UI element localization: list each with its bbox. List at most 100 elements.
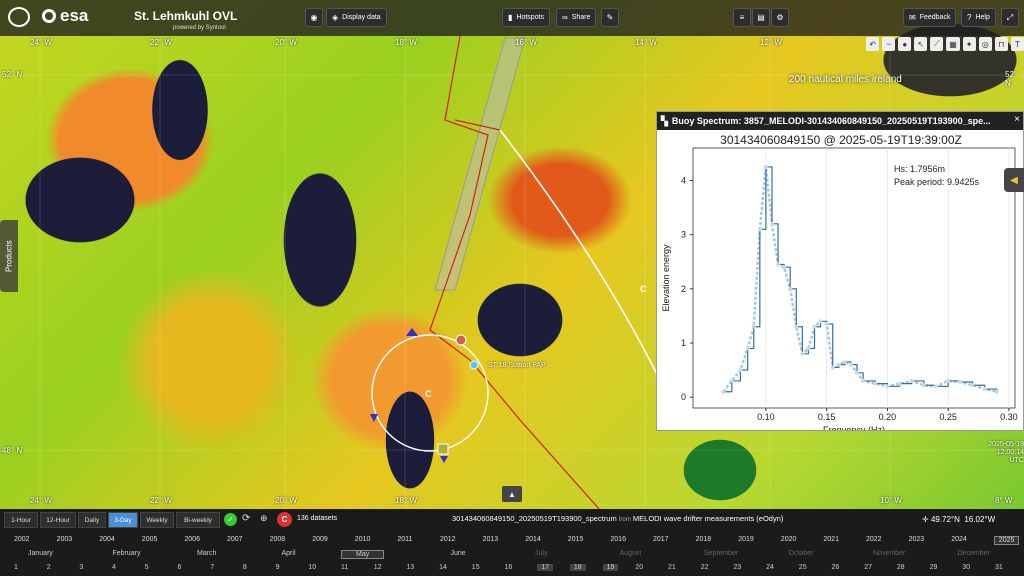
share-button[interactable]: ∞ Share xyxy=(556,8,597,27)
month-december[interactable]: December xyxy=(957,550,990,557)
month-july[interactable]: July xyxy=(535,550,548,557)
panel-header[interactable]: ▚ Buoy Spectrum: 3857_MELODI-301434060849… xyxy=(657,112,1023,130)
day-3[interactable]: 3 xyxy=(79,564,84,571)
display-data-button[interactable]: ◈ Display data xyxy=(326,8,387,27)
day-28[interactable]: 28 xyxy=(896,564,905,571)
year-2017[interactable]: 2017 xyxy=(653,536,669,543)
day-14[interactable]: 14 xyxy=(439,564,447,571)
zoom-icon[interactable]: ⊕ xyxy=(260,513,268,523)
year-2007[interactable]: 2007 xyxy=(227,536,243,543)
year-2013[interactable]: 2013 xyxy=(482,536,499,543)
day-22[interactable]: 22 xyxy=(700,564,709,571)
year-2021[interactable]: 2021 xyxy=(823,536,839,543)
wave-icon[interactable]: ~ xyxy=(882,37,896,51)
powered-by[interactable]: powered by Syntool xyxy=(173,25,226,31)
year-2019[interactable]: 2019 xyxy=(738,536,754,543)
timespan-daily[interactable]: Daily xyxy=(78,512,106,528)
undo-icon[interactable]: ↶ xyxy=(866,37,880,51)
day-21[interactable]: 21 xyxy=(668,564,676,571)
day-15[interactable]: 15 xyxy=(471,564,480,571)
day-20[interactable]: 20 xyxy=(635,564,644,571)
day-25[interactable]: 25 xyxy=(798,564,807,571)
day-26[interactable]: 26 xyxy=(831,564,840,571)
timespan-1-hour[interactable]: 1-Hour xyxy=(4,512,38,528)
day-13[interactable]: 13 xyxy=(406,564,415,571)
check-icon[interactable]: ✓ xyxy=(224,513,237,526)
day-31[interactable]: 31 xyxy=(995,564,1003,571)
timespan-3-day[interactable]: 3-Day xyxy=(108,512,138,528)
measure-tool-icon[interactable]: ▦ xyxy=(946,37,960,51)
year-2025[interactable]: 2025 xyxy=(993,536,1020,545)
day-10[interactable]: 10 xyxy=(308,564,317,571)
day-29[interactable]: 29 xyxy=(929,564,938,571)
year-2004[interactable]: 2004 xyxy=(99,536,115,543)
day-27[interactable]: 27 xyxy=(864,564,872,571)
month-september[interactable]: September xyxy=(704,550,739,557)
copernicus-icon[interactable]: C xyxy=(277,512,292,527)
year-2012[interactable]: 2012 xyxy=(440,536,456,543)
year-2005[interactable]: 2005 xyxy=(141,536,158,543)
ruler-tool-icon[interactable]: ⟋ xyxy=(930,37,944,51)
panel-toggle-button[interactable]: ◀ xyxy=(1004,168,1024,192)
storage-button[interactable]: ≡ xyxy=(733,8,751,27)
day-6[interactable]: 6 xyxy=(177,564,182,571)
day-23[interactable]: 23 xyxy=(733,564,742,571)
day-2[interactable]: 2 xyxy=(46,564,51,571)
day-1[interactable]: 1 xyxy=(14,564,18,571)
fullscreen-button[interactable]: ⤢ xyxy=(1001,8,1019,27)
year-2018[interactable]: 2018 xyxy=(695,536,712,543)
year-2023[interactable]: 2023 xyxy=(908,536,925,543)
month-january[interactable]: January xyxy=(28,550,53,557)
month-april[interactable]: April xyxy=(281,550,296,557)
day-17[interactable]: 17 xyxy=(537,564,553,571)
month-february[interactable]: February xyxy=(112,550,141,557)
year-2002[interactable]: 2002 xyxy=(14,536,30,543)
timespan-12-hour[interactable]: 12-Hour xyxy=(40,512,76,528)
year-2014[interactable]: 2014 xyxy=(525,536,541,543)
timespan-bi-weekly[interactable]: Bi-weekly xyxy=(176,512,220,528)
day-19[interactable]: 19 xyxy=(602,564,619,571)
day-16[interactable]: 16 xyxy=(504,564,513,571)
year-2008[interactable]: 2008 xyxy=(269,536,286,543)
help-button[interactable]: ? Help xyxy=(961,8,996,27)
settings-button[interactable]: ⚙ xyxy=(771,8,789,27)
month-november[interactable]: November xyxy=(873,550,906,557)
year-2006[interactable]: 2006 xyxy=(184,536,200,543)
day-11[interactable]: 11 xyxy=(341,564,349,571)
day-18[interactable]: 18 xyxy=(569,564,586,571)
year-2024[interactable]: 2024 xyxy=(951,536,967,543)
day-9[interactable]: 9 xyxy=(275,564,280,571)
year-2015[interactable]: 2015 xyxy=(567,536,584,543)
documents-button[interactable]: ▤ xyxy=(752,8,770,27)
month-june[interactable]: June xyxy=(450,550,466,557)
month-august[interactable]: August xyxy=(619,550,642,557)
month-october[interactable]: October xyxy=(788,550,814,557)
day-5[interactable]: 5 xyxy=(144,564,149,571)
point-tool-icon[interactable]: ● xyxy=(898,37,912,51)
transect-tool-icon[interactable]: ⊓ xyxy=(994,37,1008,51)
year-2009[interactable]: 2009 xyxy=(312,536,328,543)
edit-button[interactable]: ✎ xyxy=(601,8,619,27)
day-8[interactable]: 8 xyxy=(242,564,247,571)
month-may[interactable]: May xyxy=(341,550,385,559)
year-2022[interactable]: 2022 xyxy=(866,536,882,543)
expand-timeline-button[interactable]: ▲ xyxy=(502,486,522,502)
station-label[interactable]: ST 18 Station PAP xyxy=(488,362,546,369)
day-30[interactable]: 30 xyxy=(962,564,971,571)
hotspots-button[interactable]: ▮ Hotspots xyxy=(502,8,551,27)
pin-tool-icon[interactable]: ✦ xyxy=(962,37,976,51)
timespan-weekly[interactable]: Weekly xyxy=(140,512,174,528)
year-2010[interactable]: 2010 xyxy=(354,536,371,543)
year-2016[interactable]: 2016 xyxy=(610,536,626,543)
month-march[interactable]: March xyxy=(197,550,217,557)
feedback-button[interactable]: ✉ Feedback xyxy=(903,8,957,27)
globe-button[interactable]: ◉ xyxy=(305,8,323,27)
day-4[interactable]: 4 xyxy=(112,564,116,571)
text-tool-icon[interactable]: T xyxy=(1010,37,1024,51)
day-12[interactable]: 12 xyxy=(373,564,382,571)
day-24[interactable]: 24 xyxy=(766,564,774,571)
day-7[interactable]: 7 xyxy=(210,564,215,571)
year-2003[interactable]: 2003 xyxy=(56,536,73,543)
refresh-icon[interactable]: ⟳ xyxy=(242,513,251,524)
pointer-tool-icon[interactable]: ↖ xyxy=(914,37,928,51)
